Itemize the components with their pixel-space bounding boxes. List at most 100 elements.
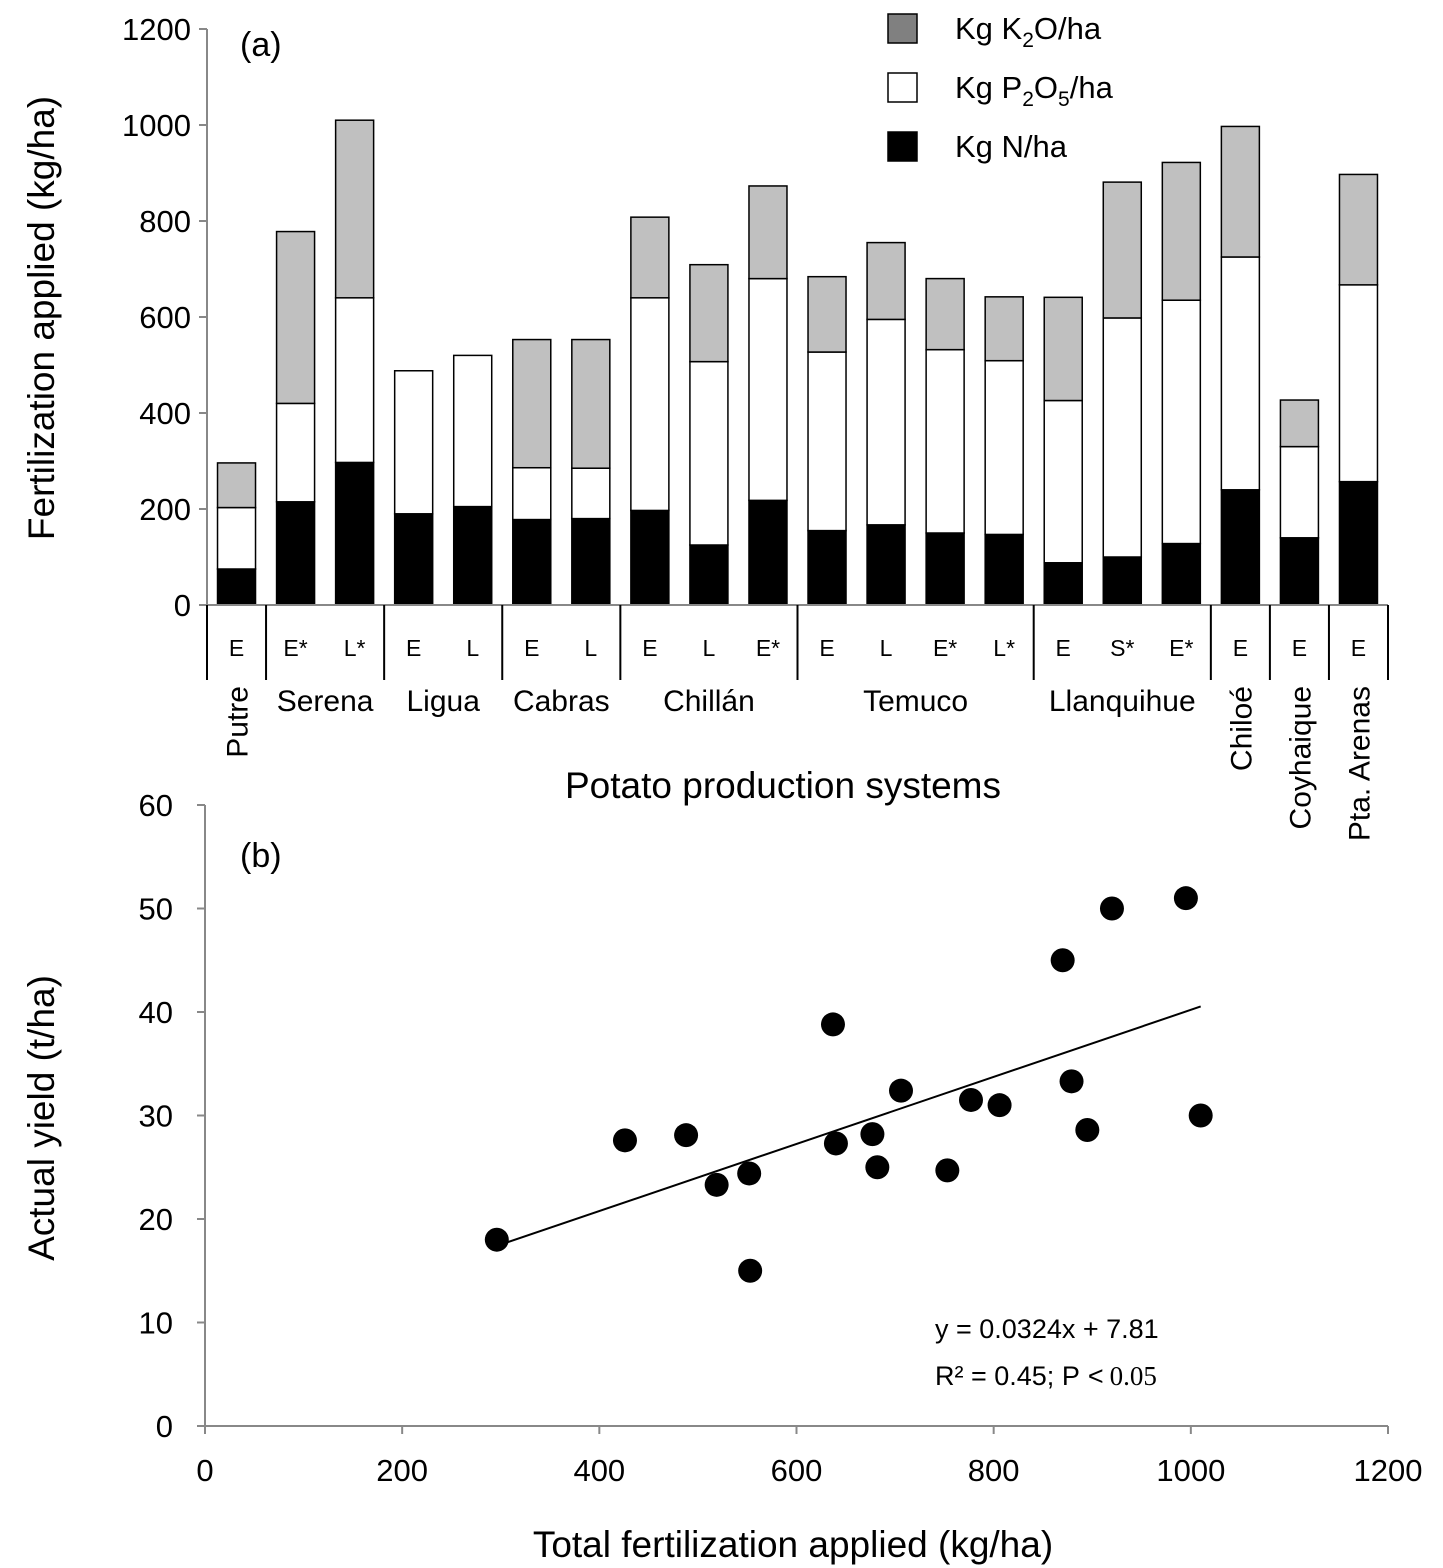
- bar-segment: [1279, 399, 1320, 448]
- bar-segment: [334, 119, 375, 299]
- system-label: L: [466, 635, 479, 661]
- stats-sign: <: [1088, 1361, 1104, 1391]
- bar-segment: [1102, 317, 1143, 558]
- legend-label: Kg N/ha: [955, 129, 1068, 164]
- bar-segment: [689, 263, 729, 363]
- bar-segment: [216, 462, 257, 509]
- legend-label: Kg K2O/ha: [955, 11, 1102, 52]
- bar-segment: [1220, 489, 1261, 606]
- region-label: Chillán: [663, 685, 755, 718]
- y-tick-label-b: 30: [139, 1099, 173, 1134]
- bar-segment: [275, 501, 316, 606]
- system-label: E: [1233, 635, 1248, 661]
- x-tick-label-b: 800: [968, 1453, 1020, 1488]
- bar-segment: [452, 354, 493, 508]
- bar-segment: [1279, 537, 1320, 606]
- region-label: Pta. Arenas: [1343, 686, 1376, 841]
- bar-segment: [1102, 181, 1143, 319]
- x-tick-label-b: 1200: [1354, 1453, 1423, 1488]
- system-label: L: [584, 635, 597, 661]
- scatter-point: [1075, 1117, 1100, 1142]
- bar-segment: [216, 568, 257, 606]
- bar-segment: [1043, 562, 1083, 606]
- bar-segment: [807, 529, 847, 606]
- system-label: E: [406, 635, 421, 661]
- scatter-point: [1059, 1069, 1084, 1094]
- bar-segment: [1338, 284, 1379, 483]
- y-tick-label-a: 400: [139, 396, 191, 431]
- bar-segment: [689, 544, 729, 606]
- scatter-point: [1173, 886, 1198, 911]
- legend-text: Kg P: [955, 70, 1022, 105]
- bar-segment: [689, 360, 729, 546]
- bar-segment: [925, 348, 965, 534]
- system-label: E*: [756, 635, 780, 661]
- scatter-point: [612, 1128, 637, 1153]
- panel-label-a: (a): [240, 26, 282, 64]
- bar-segment: [1161, 161, 1202, 301]
- bar-segment: [925, 532, 965, 606]
- legend-subscript: 2: [1022, 29, 1034, 52]
- y-axis-a: 0 200 400 600 800 1000 1200: [122, 12, 208, 623]
- scatter-point: [484, 1227, 509, 1252]
- stats-p-value: 0.05: [1110, 1361, 1157, 1391]
- scatter-point: [935, 1158, 960, 1183]
- legend-text: O: [1034, 70, 1058, 105]
- bar-segment: [393, 370, 434, 515]
- bar-segment: [1220, 125, 1261, 258]
- legend-label: Kg P2O5/ha: [955, 70, 1114, 111]
- system-label: E: [229, 635, 244, 661]
- scatter-point: [674, 1123, 699, 1148]
- bar-segment: [630, 216, 670, 299]
- bar-segment: [571, 467, 611, 520]
- trendline-segment: [496, 1005, 1202, 1247]
- y-tick-label-b: 50: [139, 892, 173, 927]
- system-label: S*: [1110, 635, 1134, 661]
- system-label: L: [880, 635, 893, 661]
- bar-segment: [1220, 256, 1261, 491]
- y-tick-label-b: 60: [139, 788, 173, 823]
- scatter-point: [704, 1172, 729, 1197]
- scatter-point: [823, 1131, 848, 1156]
- x-axis-title-b: Total fertilization applied (kg/ha): [533, 1524, 1053, 1565]
- system-label: E*: [283, 635, 307, 661]
- legend-text: Kg N/ha: [955, 129, 1068, 164]
- y-tick-label-b: 0: [156, 1409, 173, 1444]
- system-label: E: [642, 635, 657, 661]
- region-label: Temuco: [863, 685, 968, 718]
- bar-segment: [807, 351, 847, 532]
- fertilization-bar-chart: 0 200 400 600 800 1000 1200 E E* L* E L E L E L E* E L E* L…: [21, 11, 1389, 841]
- bar-segment: [748, 185, 788, 280]
- region-label: Putre: [222, 686, 255, 758]
- regression-stats: R² = 0.45; P <0.05: [935, 1361, 1157, 1391]
- scatter-point: [888, 1078, 913, 1103]
- scatter-point: [737, 1161, 762, 1186]
- bar-segment: [925, 277, 965, 351]
- region-label: Cabras: [513, 685, 610, 718]
- scatter-point: [860, 1122, 885, 1147]
- bar-segment: [275, 230, 316, 405]
- legend-text: O/ha: [1034, 11, 1102, 46]
- bar-segment: [393, 513, 434, 606]
- legend-swatch: [887, 131, 918, 162]
- y-tick-label-a: 1000: [122, 108, 191, 143]
- bar-segment: [512, 518, 552, 606]
- bar-segment: [275, 402, 316, 503]
- scatter-point: [865, 1155, 890, 1180]
- bar-segment: [452, 505, 493, 606]
- bar-segment: [984, 359, 1024, 536]
- x-tick-label-b: 600: [771, 1453, 823, 1488]
- x-axis-a: E E* L* E L E L E L E* E L E* L* E S* E* E E E Putre Serena Li…: [206, 604, 1389, 841]
- y-tick-label-a: 200: [139, 492, 191, 527]
- bar-segment: [1279, 445, 1320, 539]
- system-label: E*: [1169, 635, 1193, 661]
- system-label: L: [703, 635, 716, 661]
- y-tick-label-b: 20: [139, 1202, 173, 1237]
- bar-segment: [748, 277, 788, 502]
- x-tick-label-b: 1000: [1156, 1453, 1225, 1488]
- x-tick-label-b: 0: [196, 1453, 213, 1488]
- stats-label: R² = 0.45; P: [935, 1361, 1080, 1391]
- x-tick-label-b: 200: [376, 1453, 428, 1488]
